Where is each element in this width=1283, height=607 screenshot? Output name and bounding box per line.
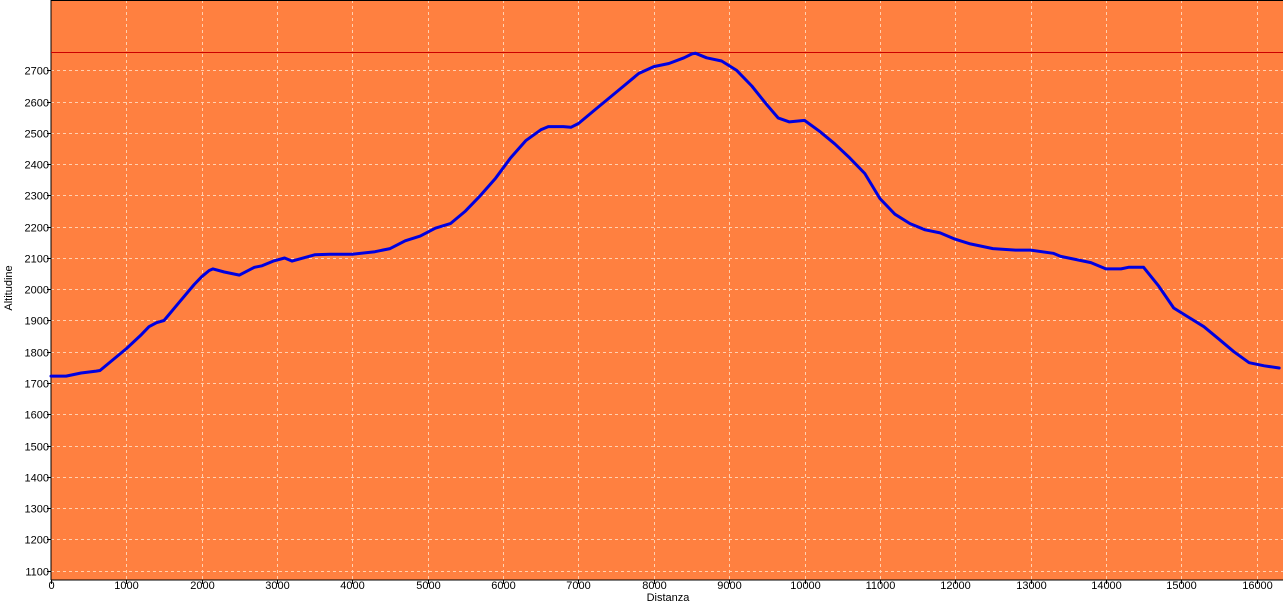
y-tick-label: 1500 [25,442,49,454]
y-tick-label: 2600 [25,98,49,110]
x-tick-label: 0 [48,580,54,592]
x-tick-label: 13000 [1016,580,1047,592]
x-tick-label: 8000 [642,580,666,592]
y-tick-label: 2400 [25,160,49,172]
x-tick-label: 16000 [1242,580,1273,592]
x-tick-label: 6000 [491,580,515,592]
y-tick-label: 1600 [25,410,49,422]
y-tick-label: 2100 [25,254,49,266]
x-axis-label: Distanza [647,592,691,602]
x-tick-label: 12000 [940,580,971,592]
x-tick-label: 4000 [340,580,364,592]
y-axis-label: Altitudine [3,265,15,310]
y-tick-label: 1900 [25,316,49,328]
x-tick-label: 2000 [190,580,214,592]
y-tick-label: 2300 [25,191,49,203]
y-tick-label: 1800 [25,348,49,360]
plot-area [51,0,1283,580]
x-tick-label: 10000 [790,580,821,592]
y-tick-label: 2000 [25,285,49,297]
grid-layer [51,0,1283,580]
y-tick-label: 1400 [25,473,49,485]
y-tick-label: 1200 [25,535,49,547]
elevation-series-line [49,51,1281,378]
y-tick-label: 2500 [25,129,49,141]
x-tick-label: 14000 [1091,580,1122,592]
x-tick-label: 15000 [1166,580,1197,592]
y-tick-label: 1700 [25,379,49,391]
x-tick-label: 7000 [566,580,590,592]
x-tick-label: 5000 [416,580,440,592]
y-tick-label: 2200 [25,223,49,235]
y-tick-label: 2700 [25,66,49,78]
x-tick-label: 1000 [114,580,138,592]
x-tick-label: 3000 [265,580,289,592]
y-tick-label: 1100 [25,567,49,579]
ticks-layer: 0 1000 2000 3000 4000 5000 6000 7000 8000 9000 100… [25,66,1273,593]
y-tick-label: 1300 [25,504,49,516]
x-tick-label: 9000 [717,580,741,592]
x-tick-label: 11000 [866,580,896,592]
